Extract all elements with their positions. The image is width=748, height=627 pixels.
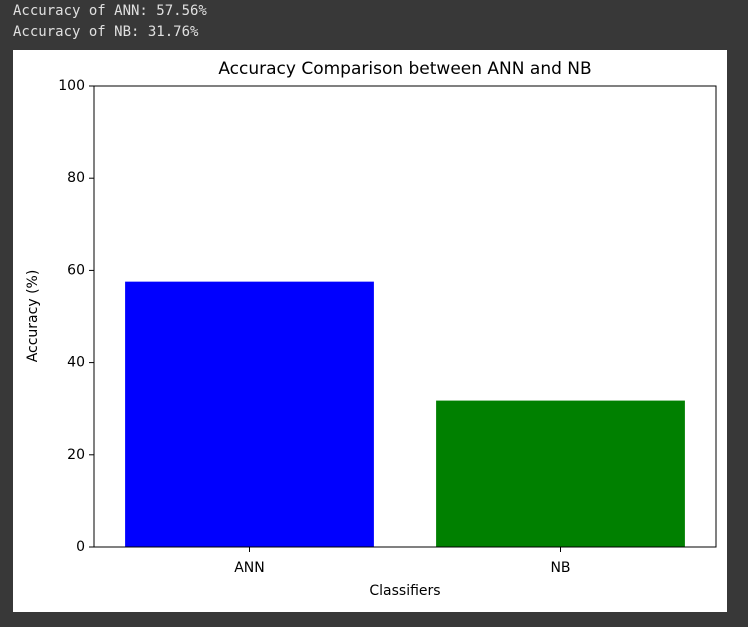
console-line: Accuracy of NB: 31.76% [13, 24, 199, 40]
x-tick-label: NB [550, 560, 570, 576]
bar [125, 281, 374, 547]
plot-frame [93, 85, 717, 548]
y-tick-label: 40 [67, 355, 85, 371]
y-tick-label: 20 [67, 447, 85, 463]
y-axis-label: Accuracy (%) [25, 270, 41, 363]
y-tick-label: 80 [67, 170, 85, 186]
x-tick-label: ANN [234, 560, 265, 576]
y-tick-label: 0 [76, 539, 85, 555]
chart-title: Accuracy Comparison between ANN and NB [218, 59, 591, 79]
y-tick-label: 60 [67, 262, 85, 278]
console-line: Accuracy of ANN: 57.56% [13, 3, 207, 19]
chart: Accuracy Comparison between ANN and NB C… [13, 50, 727, 612]
bar [436, 400, 685, 547]
x-axis-label: Classifiers [369, 583, 440, 599]
y-tick-label: 100 [58, 78, 85, 94]
